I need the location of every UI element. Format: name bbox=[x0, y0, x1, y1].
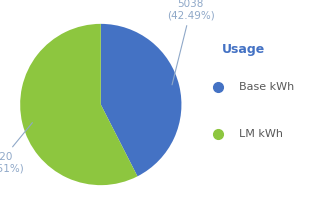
Wedge shape bbox=[101, 24, 181, 176]
Text: 6820
(57.51%): 6820 (57.51%) bbox=[0, 123, 32, 173]
Text: Usage: Usage bbox=[222, 43, 265, 56]
Text: 5038
(42.49%): 5038 (42.49%) bbox=[167, 0, 215, 85]
Wedge shape bbox=[20, 24, 137, 185]
Text: LM kWh: LM kWh bbox=[239, 129, 283, 139]
Text: Base kWh: Base kWh bbox=[239, 82, 294, 92]
